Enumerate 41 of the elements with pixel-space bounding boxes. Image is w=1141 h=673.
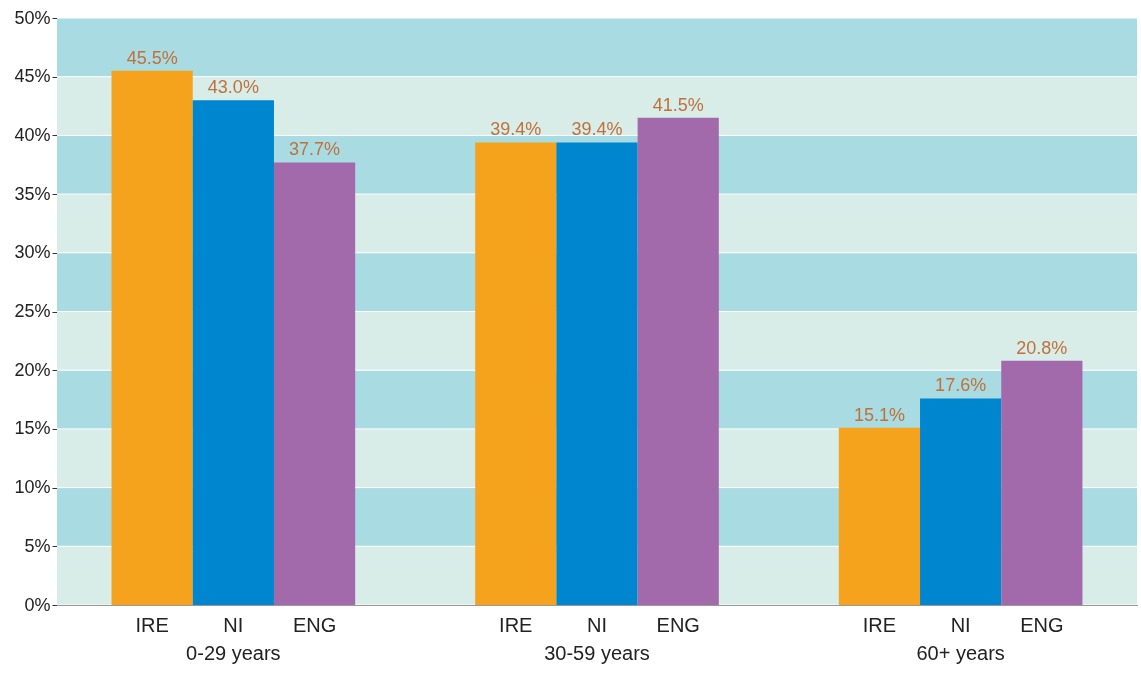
text: ENG bbox=[1020, 614, 1064, 636]
bar bbox=[475, 142, 557, 605]
x-tick-label: 60+ years bbox=[916, 641, 1005, 664]
bar bbox=[111, 70, 193, 605]
bar bbox=[273, 162, 356, 605]
text: ENG bbox=[656, 614, 700, 636]
y-tick-label: 40% bbox=[14, 124, 51, 145]
bar bbox=[556, 142, 638, 605]
y-tick-label: 35% bbox=[14, 183, 51, 204]
y-tick-label: 50% bbox=[14, 7, 51, 28]
text: 41.5% bbox=[652, 94, 704, 115]
bar bbox=[637, 117, 719, 605]
text: IRE bbox=[499, 614, 533, 636]
y-tick-label: 10% bbox=[14, 477, 51, 498]
y-tick-label: 25% bbox=[14, 301, 51, 321]
text: 39.4% bbox=[490, 119, 542, 140]
text: 39.4% bbox=[571, 119, 623, 140]
text: NI bbox=[950, 614, 971, 636]
y-tick-label: 45% bbox=[14, 66, 51, 87]
bar bbox=[838, 427, 921, 605]
text: IRE bbox=[862, 614, 897, 636]
bar bbox=[1001, 360, 1083, 605]
y-tick-label: 20% bbox=[14, 359, 51, 380]
text: 15.1% bbox=[853, 404, 905, 425]
text: NI bbox=[587, 614, 607, 636]
y-tick-label: 15% bbox=[14, 418, 51, 439]
series-label: ENG bbox=[292, 614, 337, 636]
y-tick-label: 30% bbox=[14, 242, 51, 263]
text: 45.5% bbox=[126, 47, 178, 68]
x-tick-label: 0-29 years bbox=[186, 641, 281, 664]
series-label: IRE bbox=[135, 614, 169, 636]
y-tick-label: 0% bbox=[24, 594, 51, 615]
text: 43.0% bbox=[207, 77, 259, 98]
series-label: NI bbox=[223, 614, 244, 636]
text: 17.6% bbox=[935, 375, 987, 396]
y-tick-label: 5% bbox=[24, 535, 51, 556]
x-tick-label: 30-59 years bbox=[544, 641, 650, 664]
text: 37.7% bbox=[289, 139, 341, 160]
bar bbox=[920, 398, 1002, 605]
text: 20.8% bbox=[1016, 337, 1068, 358]
bar bbox=[192, 100, 274, 605]
